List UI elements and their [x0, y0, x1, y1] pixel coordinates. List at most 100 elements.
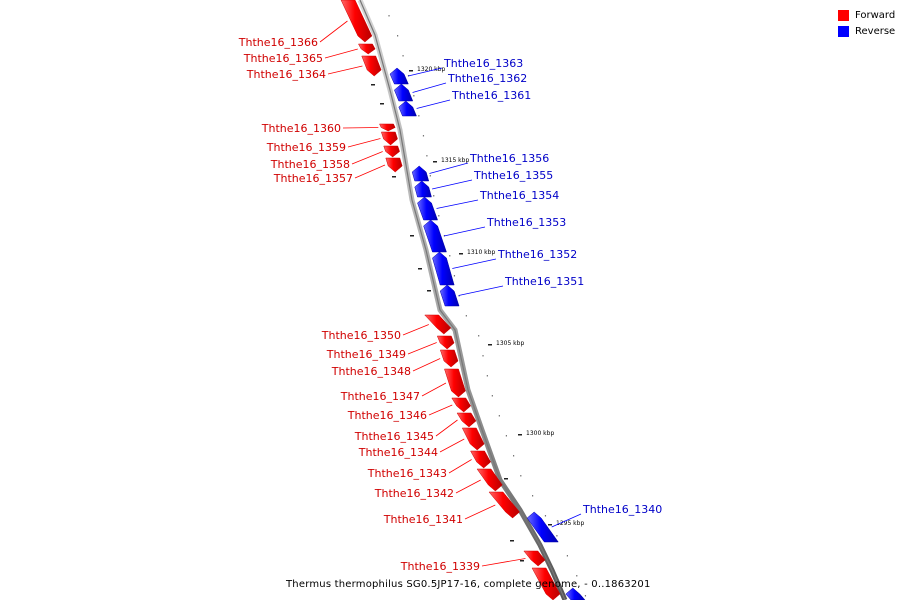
gene-forward[interactable] [439, 349, 459, 368]
gene-reverse-partial[interactable] [565, 587, 586, 600]
minor-tick [427, 290, 431, 292]
minor-tick [453, 275, 456, 277]
gene-reverse[interactable] [526, 511, 559, 543]
gene-reverse-block[interactable] [394, 83, 414, 102]
gene-reverse-label[interactable]: Ththe16_1353 [486, 216, 566, 229]
gene-reverse[interactable] [432, 251, 455, 286]
gene-reverse-block[interactable] [389, 67, 409, 85]
major-tick [409, 70, 413, 72]
gene-reverse[interactable] [389, 67, 409, 85]
gene-forward-block[interactable] [476, 468, 503, 492]
gene-forward[interactable] [456, 412, 477, 428]
gene-reverse-label[interactable]: Ththe16_1354 [479, 189, 559, 202]
gene-forward-label[interactable]: Ththe16_1357 [273, 172, 353, 185]
gene-forward-block[interactable] [436, 335, 455, 350]
gene-reverse-label[interactable]: Ththe16_1363 [443, 57, 523, 70]
gene-forward[interactable] [383, 145, 400, 158]
gene-forward-leader [319, 20, 348, 43]
gene-forward[interactable] [523, 550, 546, 567]
gene-forward-label[interactable]: Ththe16_1358 [270, 158, 350, 171]
gene-reverse-block[interactable] [398, 100, 417, 117]
gene-reverse-block[interactable] [432, 251, 455, 286]
gene-forward-block[interactable] [361, 55, 382, 77]
gene-reverse-partial-block[interactable] [565, 587, 586, 600]
gene-forward-block[interactable] [451, 397, 472, 413]
gene-forward-label[interactable]: Ththe16_1346 [347, 409, 427, 422]
gene-forward[interactable] [476, 468, 503, 492]
gene-forward[interactable] [470, 450, 491, 469]
gene-forward-label[interactable]: Ththe16_1343 [367, 467, 447, 480]
gene-reverse-block[interactable] [417, 196, 438, 221]
gene-forward-partial[interactable] [531, 567, 561, 600]
gene-forward-label[interactable]: Ththe16_1339 [400, 560, 480, 573]
gene-reverse-label[interactable]: Ththe16_1340 [582, 503, 662, 516]
gene-forward[interactable] [340, 0, 373, 43]
gene-reverse-block[interactable] [414, 180, 432, 198]
minor-tick [402, 55, 404, 57]
gene-reverse-block[interactable] [411, 165, 430, 182]
gene-reverse-label[interactable]: Ththe16_1362 [447, 72, 527, 85]
gene-forward[interactable] [358, 43, 376, 55]
gene-forward-label[interactable]: Ththe16_1360 [261, 122, 341, 135]
gene-forward-block[interactable] [383, 145, 400, 158]
gene-forward-leader [351, 151, 383, 165]
gene-forward-block[interactable] [424, 314, 452, 335]
gene-forward-label[interactable]: Ththe16_1366 [238, 36, 318, 49]
gene-reverse-block[interactable] [439, 284, 460, 307]
gene-forward-block[interactable] [488, 491, 520, 519]
gene-forward[interactable] [379, 123, 396, 132]
gene-forward[interactable] [451, 397, 472, 413]
gene-forward-label[interactable]: Ththe16_1359 [266, 141, 346, 154]
gene-reverse-label[interactable]: Ththe16_1355 [473, 169, 553, 182]
gene-forward-label[interactable]: Ththe16_1341 [383, 513, 463, 526]
gene-forward[interactable] [361, 55, 382, 77]
gene-forward[interactable] [381, 131, 398, 146]
gene-forward-label[interactable]: Ththe16_1342 [374, 487, 454, 500]
gene-forward-block[interactable] [456, 412, 477, 428]
gene-reverse-block[interactable] [526, 511, 559, 543]
gene-forward[interactable] [444, 368, 466, 398]
gene-forward-label[interactable]: Ththe16_1345 [354, 430, 434, 443]
major-tick [548, 524, 552, 526]
gene-forward-block[interactable] [381, 131, 398, 146]
gene-reverse[interactable] [417, 196, 438, 221]
gene-reverse-label[interactable]: Ththe16_1352 [497, 248, 577, 261]
gene-forward-block[interactable] [439, 349, 459, 368]
gene-forward-block[interactable] [444, 368, 466, 398]
minor-tick [465, 315, 467, 317]
gene-reverse[interactable] [411, 165, 430, 182]
minor-tick [371, 84, 375, 86]
gene-forward[interactable] [436, 335, 455, 350]
gene-forward[interactable] [385, 157, 403, 173]
gene-forward[interactable] [424, 314, 452, 335]
gene-forward-block[interactable] [358, 43, 376, 55]
gene-forward[interactable] [461, 427, 485, 451]
gene-forward-partial-block[interactable] [531, 567, 561, 600]
gene-forward-label[interactable]: Ththe16_1365 [243, 52, 323, 65]
gene-forward-block[interactable] [470, 450, 491, 469]
gene-forward-label[interactable]: Ththe16_1344 [358, 446, 438, 459]
gene-forward-label[interactable]: Ththe16_1348 [331, 365, 411, 378]
gene-reverse-block[interactable] [423, 219, 447, 253]
genome-caption: Thermus thermophilus SG0.5JP17-16, compl… [286, 579, 651, 590]
gene-forward-block[interactable] [385, 157, 403, 173]
gene-forward[interactable] [488, 491, 520, 519]
minor-tick [566, 555, 568, 557]
gene-forward-label[interactable]: Ththe16_1350 [321, 329, 401, 342]
gene-forward-block[interactable] [523, 550, 546, 567]
gene-reverse-label[interactable]: Ththe16_1361 [451, 89, 531, 102]
gene-forward-block[interactable] [461, 427, 485, 451]
gene-forward-block[interactable] [340, 0, 373, 43]
gene-reverse[interactable] [414, 180, 432, 198]
gene-forward-label[interactable]: Ththe16_1364 [246, 68, 326, 81]
gene-forward-label[interactable]: Ththe16_1349 [326, 348, 406, 361]
gene-reverse[interactable] [423, 219, 447, 253]
gene-reverse-label[interactable]: Ththe16_1356 [469, 152, 549, 165]
gene-forward-label[interactable]: Ththe16_1347 [340, 390, 420, 403]
gene-reverse[interactable] [398, 100, 417, 117]
gene-reverse[interactable] [394, 83, 414, 102]
minor-tick [584, 595, 587, 597]
gene-reverse[interactable] [439, 284, 460, 307]
gene-reverse-label[interactable]: Ththe16_1351 [504, 275, 584, 288]
gene-forward-block[interactable] [379, 123, 396, 132]
